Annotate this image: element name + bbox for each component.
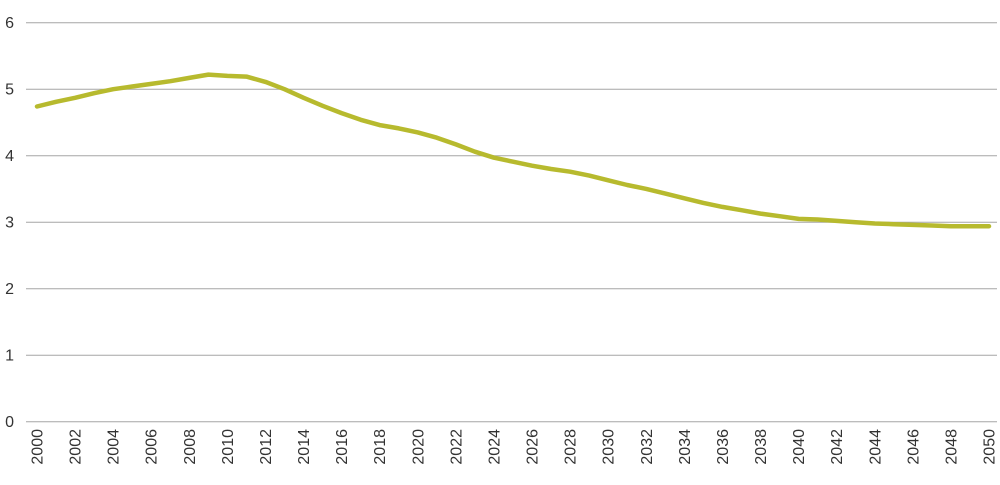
x-tick-label: 2034 [677,429,694,465]
x-tick-label: 2028 [563,429,580,465]
x-tick-label: 2044 [867,429,884,465]
x-tick-label: 2022 [448,429,465,465]
data-line-ratio [34,72,992,229]
y-tick-label: 6 [5,15,14,32]
y-tick-label: 1 [5,348,14,365]
y-tick-label: 4 [5,148,14,165]
x-tick-label: 2030 [601,429,618,465]
x-tick-label: 2010 [220,429,237,465]
x-tick-label: 2012 [258,429,275,465]
x-tick-label: 2042 [829,429,846,465]
x-tick-label: 2032 [639,429,656,465]
x-tick-label: 2002 [68,429,85,465]
y-tick-label: 0 [5,414,14,431]
x-tick-label: 2040 [791,429,808,465]
x-tick-label: 2000 [30,429,47,465]
x-tick-label: 2024 [487,429,504,465]
x-tick-label: 2018 [372,429,389,465]
x-tick-label: 2004 [106,429,123,465]
x-tick-label: 2014 [296,429,313,465]
x-tick-label: 2038 [753,429,770,465]
x-tick-label: 2020 [410,429,427,465]
y-tick-label: 3 [5,215,14,232]
x-tick-label: 2016 [334,429,351,465]
y-tick-label: 2 [5,281,14,298]
x-tick-label: 2046 [905,429,922,465]
x-tick-label: 2050 [982,429,999,465]
x-tick-label: 2048 [943,429,960,465]
x-tick-label: 2026 [525,429,542,465]
y-tick-label: 5 [5,82,14,99]
x-tick-label: 2006 [144,429,161,465]
x-tick-label: 2008 [182,429,199,465]
x-tick-label: 2036 [715,429,732,465]
